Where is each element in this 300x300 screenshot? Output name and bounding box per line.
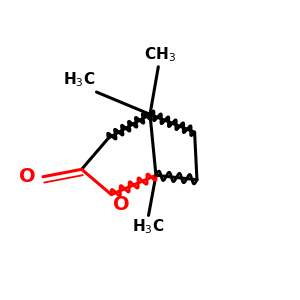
Text: CH$_3$: CH$_3$ [144,46,176,64]
Text: O: O [19,167,36,186]
Text: O: O [113,195,130,214]
Text: H$_3$C: H$_3$C [63,70,95,89]
Text: H$_3$C: H$_3$C [132,218,165,236]
